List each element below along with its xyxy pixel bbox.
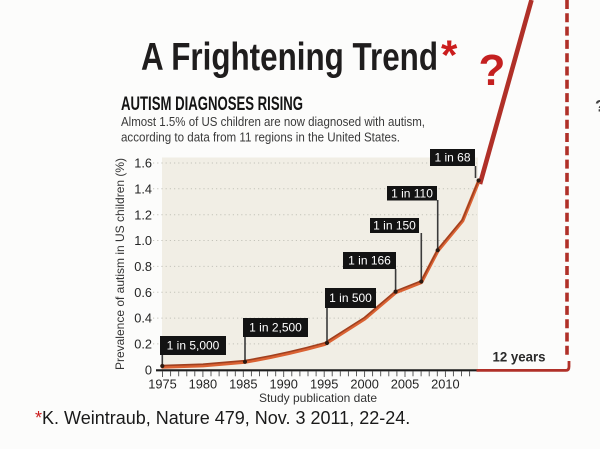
svg-text:Almost 1.5% of US children are: Almost 1.5% of US children are now diagn… [121,115,425,129]
svg-text:0.4: 0.4 [134,311,152,326]
svg-text:AUTISM DIAGNOSES RISING: AUTISM DIAGNOSES RISING [121,93,303,115]
svg-text:1 in 110: 1 in 110 [391,187,433,201]
svg-text:*K. Weintraub, Nature 479, Nov: *K. Weintraub, Nature 479, Nov. 3 2011, … [35,408,410,428]
svg-text:1995: 1995 [310,377,338,392]
svg-text:1 in 500: 1 in 500 [329,291,372,305]
svg-text:A Frightening Trend: A Frightening Trend [141,36,438,79]
svg-text:?: ? [479,46,506,95]
svg-text:2010: 2010 [431,377,459,392]
svg-text:1.2: 1.2 [134,207,152,222]
svg-text:1 in 5,000: 1 in 5,000 [167,339,220,353]
svg-text:0.2: 0.2 [134,337,152,352]
svg-text:0: 0 [145,362,152,377]
svg-text:12 years: 12 years [493,349,546,365]
svg-text:?: ? [595,97,600,116]
svg-text:1.0: 1.0 [134,233,152,248]
svg-text:0.8: 0.8 [134,259,152,274]
svg-text:1.4: 1.4 [134,181,152,196]
svg-text:2000: 2000 [350,377,378,392]
svg-text:2005: 2005 [391,377,419,392]
svg-text:1975: 1975 [148,377,176,392]
svg-text:Prevalence of autism in US chi: Prevalence of autism in US children (%) [113,158,127,370]
svg-text:1 in 150: 1 in 150 [373,219,416,233]
svg-text:1 in 2,500: 1 in 2,500 [249,321,302,335]
svg-text:Study publication date: Study publication date [259,391,377,405]
svg-text:1 in 68: 1 in 68 [434,151,470,165]
svg-text:1990: 1990 [269,377,297,392]
svg-text:according to data from 11 regi: according to data from 11 regions in the… [121,131,400,145]
svg-text:0.6: 0.6 [134,285,152,300]
svg-text:1980: 1980 [189,377,217,392]
svg-text:1 in 166: 1 in 166 [348,254,391,268]
svg-text:1985: 1985 [229,377,257,392]
svg-text:*: * [441,32,458,79]
svg-text:1.6: 1.6 [134,156,152,171]
